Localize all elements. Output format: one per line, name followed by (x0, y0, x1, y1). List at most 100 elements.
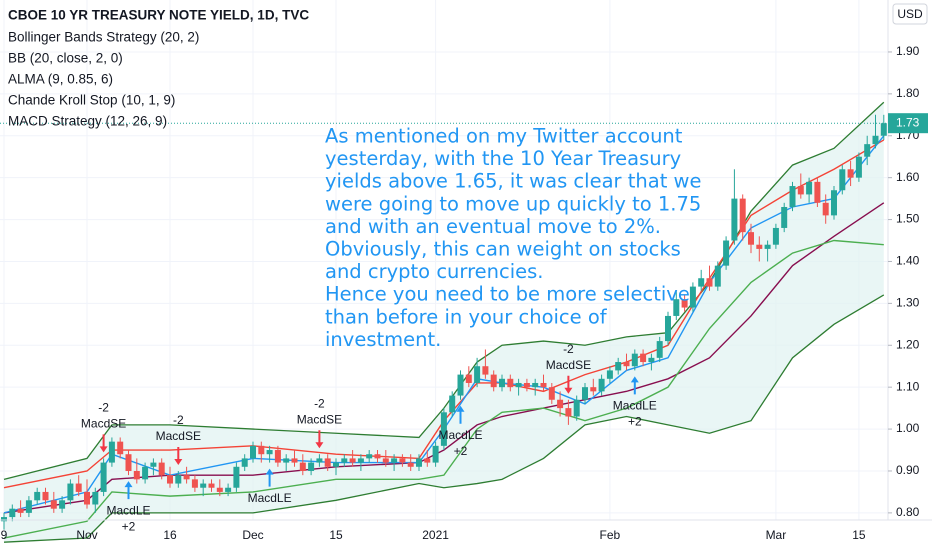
candle-body (631, 353, 638, 367)
candle-body (291, 458, 298, 463)
currency-box[interactable] (892, 3, 928, 25)
candle-body (681, 299, 688, 308)
candle-body (208, 483, 215, 488)
candle-body (723, 240, 730, 266)
candle-body (656, 341, 663, 358)
candle-body (266, 450, 273, 455)
annotation-line: As mentioned on my Twitter account (325, 125, 683, 148)
candle-body (241, 458, 248, 467)
signal-label: MacdSE (297, 412, 342, 426)
candle-body (706, 278, 713, 287)
candle-body (855, 156, 862, 178)
candle-body (532, 382, 539, 388)
y-tick-label: 1.50 (896, 212, 920, 226)
candle-body (764, 244, 771, 249)
candle-body (615, 362, 622, 371)
candle-body (382, 458, 389, 463)
candle-body (590, 387, 597, 392)
candle-body (806, 181, 813, 195)
annotation-line: Hence you need to be more selective (325, 283, 690, 306)
plot-area: MacdSE -2 MacdLE +2 MacdSE -2 MacdLE MacdSE -2 Ma… (0, 101, 888, 543)
annotation: As mentioned on my Twitter accountyester… (325, 125, 701, 351)
candle-body (92, 491, 99, 505)
candle-body (872, 135, 879, 145)
long-arrow (630, 376, 639, 395)
candle-body (9, 508, 16, 518)
candle-body (399, 458, 406, 463)
signal-label: MacdLE (438, 428, 482, 442)
candle-body (59, 500, 66, 509)
y-tick-label: 1.10 (896, 379, 920, 393)
indicator-legend: MACD Strategy (12, 26, 9) (8, 114, 167, 129)
signal-label: MacdLE (248, 491, 292, 505)
short-arrow (315, 430, 324, 449)
candle-body (100, 462, 107, 492)
candle-body (432, 445, 439, 463)
candle-body (482, 366, 489, 375)
candle-body (75, 483, 82, 492)
candle-body (225, 487, 232, 492)
y-tick-label: 1.40 (896, 254, 920, 268)
candle-body (457, 374, 464, 396)
candle-body (640, 353, 647, 363)
candle-body (407, 462, 414, 467)
candle-body (507, 378, 514, 388)
x-tick-label: 2021 (422, 528, 449, 542)
candle-body (523, 382, 530, 388)
y-tick-label: 1.80 (896, 86, 920, 100)
y-tick-label: 1.20 (896, 337, 920, 351)
annotation-line: yesterday, with the 10 Year Treasury (325, 147, 681, 170)
candle-body (689, 286, 696, 308)
signal-label: MacdLE (613, 399, 657, 413)
signal-label: MacdLE (106, 503, 150, 517)
chart-title: CBOE 10 YR TREASURY NOTE YIELD, 1D, TVC (8, 8, 309, 23)
candle-body (548, 387, 555, 400)
annotation-line: than before in your choice of (325, 305, 608, 328)
y-tick-label: 1.90 (896, 44, 920, 58)
candle-body (175, 475, 182, 484)
annotation-line: Obviously, this can weight on stocks (325, 238, 681, 261)
candle-body (67, 483, 74, 501)
candle-body (42, 491, 49, 501)
candle-body (333, 462, 339, 467)
candle-body (565, 408, 572, 417)
annotation-line: and crypto currencies. (325, 260, 544, 283)
candle-body (739, 198, 746, 233)
signal-label: MacdSE (546, 358, 591, 372)
y-tick-label: 1.30 (896, 296, 920, 310)
signal-qty: -2 (314, 396, 325, 410)
x-tick-label: 16 (163, 528, 177, 542)
candle-body (673, 299, 680, 316)
candle-body (216, 487, 223, 492)
candle-body (391, 458, 398, 463)
y-tick-label: 0.80 (896, 505, 920, 519)
candle-body (316, 458, 323, 463)
candle-body (781, 206, 788, 228)
indicator-legend: BB (20, close, 2, 0) (8, 51, 123, 66)
candle-body (366, 454, 373, 459)
candle-body (864, 144, 871, 157)
candle-body (847, 169, 854, 178)
candle-body (598, 378, 605, 392)
candle-body (606, 370, 613, 379)
candle-body (474, 366, 481, 383)
candle-body (797, 186, 804, 195)
x-tick-label: Mar (766, 528, 787, 542)
candle-body (465, 374, 472, 383)
long-arrow (124, 481, 133, 500)
candle-body (772, 227, 779, 245)
candle-body (880, 123, 887, 136)
candle-body (167, 475, 173, 484)
candle-body (731, 198, 738, 241)
candle-body (490, 374, 497, 388)
candle-body (308, 462, 315, 471)
candle-body (557, 399, 564, 409)
indicator-legend: Chande Kroll Stop (10, 1, 9) (8, 93, 175, 108)
y-tick-label: 1.00 (896, 421, 920, 435)
signal-qty: -2 (173, 413, 184, 427)
candle-body (449, 395, 456, 413)
candle-body (839, 169, 846, 191)
candle-body (424, 458, 431, 463)
annotation-line: yields above 1.65, it was clear that we (325, 170, 701, 193)
